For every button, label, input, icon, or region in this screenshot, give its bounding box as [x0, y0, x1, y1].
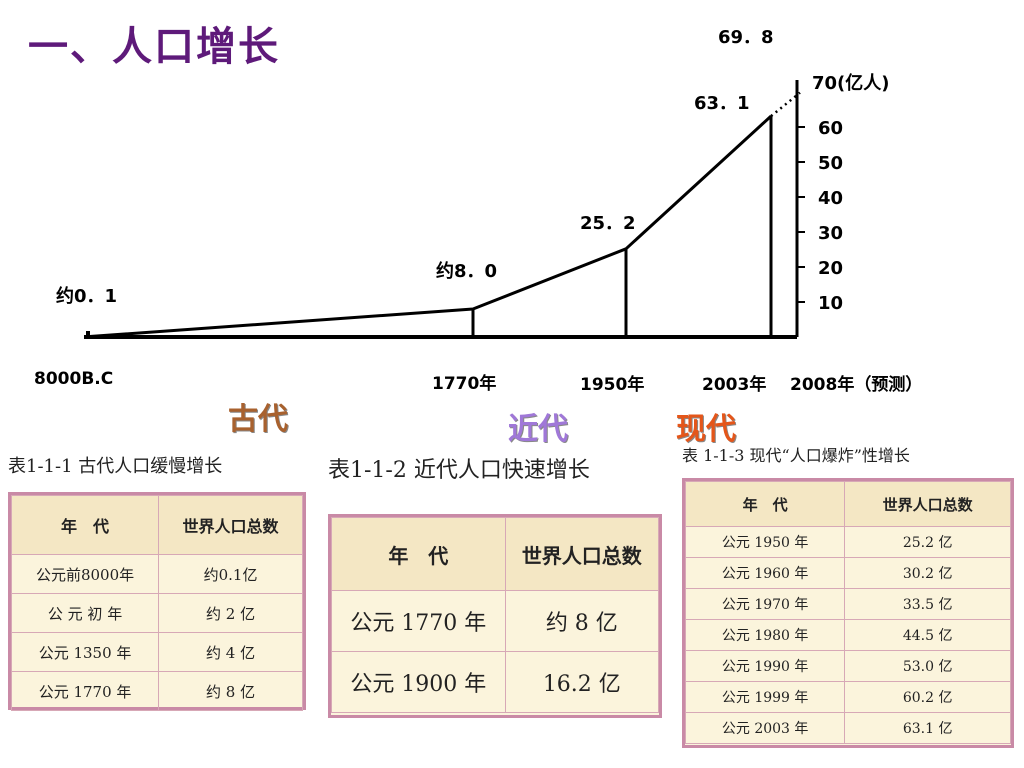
year-cell: 公元 1990 年	[684, 650, 846, 682]
population-series-line	[87, 115, 773, 339]
table-modern-population: 表1-1-2 近代人口快速增长 年 代 世界人口总数 公元 1770 年约 8 …	[328, 452, 662, 718]
table-caption: 表1-1-1 古代人口缓慢增长	[8, 456, 223, 477]
year-cell: 公元 1960 年	[684, 557, 846, 589]
year-cell: 公元 1350 年	[10, 632, 160, 672]
x-category-label: 8000B.C	[34, 369, 113, 389]
column-header-population: 世界人口总数	[158, 495, 303, 555]
table-box: 年 代 世界人口总数 公元 1770 年约 8 亿 公元 1900 年 16.2 …	[328, 514, 662, 718]
population-line-chart: 10 20 30 40 50 60 70(亿人) 8000B.C 1770年 1950年 2003年…	[34, 27, 922, 395]
x-category-label: 2008年（预测）	[790, 374, 922, 395]
population-cell: 约 2 亿	[158, 593, 303, 633]
table-row: 公元 2003 年 63.1 亿	[684, 712, 1011, 744]
x-category-label: 2003年	[702, 374, 766, 395]
year-cell: 公元 1980 年	[684, 619, 846, 651]
data-value-label: 25．2	[580, 213, 636, 234]
table-row: 公元 1770 年约 8 亿	[331, 590, 660, 652]
year-cell: 公元 1999 年	[684, 681, 846, 713]
table-row: 公元 1980 年 44.5 亿	[684, 619, 1011, 651]
year-cell: 公元 1770 年	[10, 671, 160, 711]
year-cell: 公 元 初 年	[10, 593, 160, 633]
data-value-label: 约8．0	[436, 260, 497, 282]
year-cell: 公元 1950 年	[684, 526, 846, 558]
table-row: 公元 1999 年 60.2 亿	[684, 681, 1011, 713]
population-cell: 33.5 亿	[844, 588, 1011, 620]
y-tick-label: 30	[818, 223, 843, 244]
table-box: 年 代 世界人口总数 公元前8000年 约0.1亿 公 元 初 年约 2 亿 公元…	[8, 492, 306, 711]
population-cell: 25.2 亿	[844, 526, 1011, 558]
population-cell: 约 4 亿	[158, 632, 303, 672]
era-label-modern: 近代	[508, 412, 568, 447]
era-label-current: 现代	[676, 412, 736, 447]
y-tick-label: 20	[818, 258, 843, 279]
table-caption: 表 1-1-3 现代“人口爆炸”性增长	[682, 446, 910, 465]
population-cell: 16.2 亿	[504, 651, 660, 713]
year-cell: 公元 2003 年	[684, 712, 846, 744]
population-cell: 60.2 亿	[844, 681, 1011, 713]
table-current-population: 表 1-1-3 现代“人口爆炸”性增长 年 代 世界人口总数 公元 1950 年…	[682, 442, 1014, 748]
population-cell: 30.2 亿	[844, 557, 1011, 589]
y-tick-label: 60	[818, 118, 843, 139]
population-cell: 53.0 亿	[844, 650, 1011, 682]
data-value-label: 约0．1	[56, 285, 117, 307]
column-header-era: 年 代	[10, 495, 160, 555]
year-cell: 公元 1970 年	[684, 588, 846, 620]
y-tick-label: 10	[818, 293, 843, 314]
table-caption: 表1-1-2 近代人口快速增长	[328, 458, 590, 483]
table-ancient-population: 表1-1-1 古代人口缓慢增长 年 代 世界人口总数 公元前8000年 约0.1亿…	[8, 452, 306, 711]
y-tick-label: 40	[818, 188, 843, 209]
table-row: 公元 1350 年约 4 亿	[10, 632, 303, 672]
table-row: 公元前8000年 约0.1亿	[10, 554, 303, 594]
x-category-label: 1950年	[580, 374, 644, 395]
table-box: 年 代 世界人口总数 公元 1950 年 25.2 亿 公元 1960 年 30.2…	[682, 478, 1014, 748]
table-row: 公元 1900 年 16.2 亿	[331, 651, 660, 713]
table-row: 公元 1770 年约 8 亿	[10, 671, 303, 711]
population-cell: 44.5 亿	[844, 619, 1011, 651]
population-cell: 约 8 亿	[504, 590, 660, 652]
table-row: 公元 1950 年 25.2 亿	[684, 526, 1011, 558]
column-header-era: 年 代	[684, 481, 846, 527]
table-row: 公元 1990 年 53.0 亿	[684, 650, 1011, 682]
year-cell: 公元 1770 年	[331, 590, 506, 652]
forecast-series-line	[770, 91, 801, 118]
year-cell: 公元前8000年	[10, 554, 160, 594]
data-value-label: 69．8	[718, 27, 774, 48]
column-header-population: 世界人口总数	[504, 517, 660, 591]
table-row: 公元 1970 年 33.5 亿	[684, 588, 1011, 620]
data-table: 年 代 世界人口总数 公元 1770 年约 8 亿 公元 1900 年 16.2 …	[331, 517, 660, 713]
year-cell: 公元 1900 年	[331, 651, 506, 713]
population-cell: 约0.1亿	[158, 554, 303, 594]
column-header-era: 年 代	[331, 517, 506, 591]
data-table: 年 代 世界人口总数 公元 1950 年 25.2 亿 公元 1960 年 30.2…	[684, 481, 1011, 744]
column-header-population: 世界人口总数	[844, 481, 1011, 527]
population-cell: 约 8 亿	[158, 671, 303, 711]
page-title: 一、人口增长	[28, 24, 280, 70]
table-row: 公元 1960 年 30.2 亿	[684, 557, 1011, 589]
y-axis-label: 70(亿人)	[812, 72, 890, 94]
x-category-label: 1770年	[432, 373, 496, 394]
table-row: 公 元 初 年约 2 亿	[10, 593, 303, 633]
population-cell: 63.1 亿	[844, 712, 1011, 744]
data-table: 年 代 世界人口总数 公元前8000年 约0.1亿 公 元 初 年约 2 亿 公元…	[10, 495, 303, 711]
era-label-ancient: 古代	[228, 402, 288, 437]
data-value-label: 63．1	[694, 93, 750, 114]
y-tick-label: 50	[818, 153, 843, 174]
